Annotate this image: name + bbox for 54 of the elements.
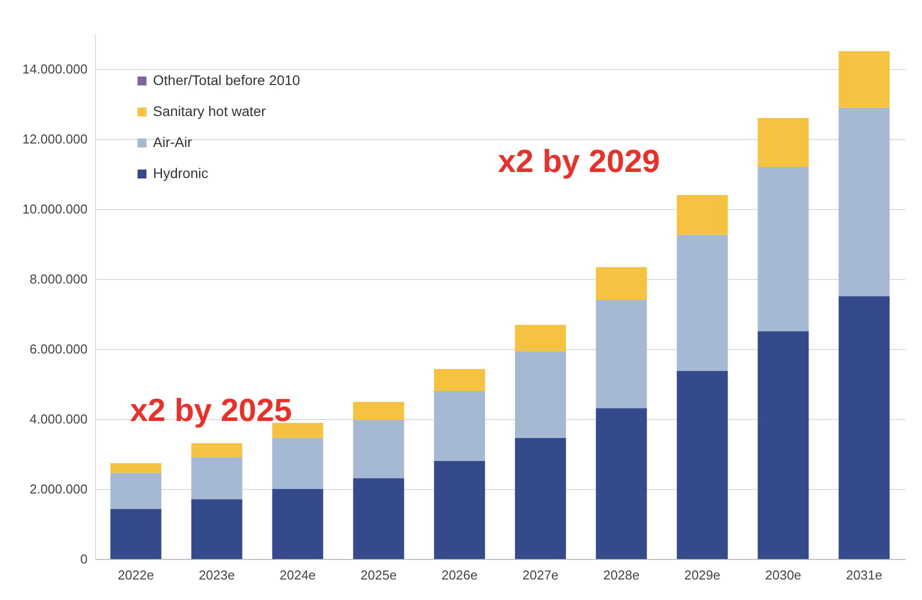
bar — [353, 402, 404, 420]
y-tick-label: 4.000.000 — [30, 412, 88, 426]
y-tick-label: 2.000.000 — [30, 482, 88, 496]
bar — [514, 351, 566, 438]
y-tick-label: 0 — [80, 552, 88, 566]
bar — [838, 296, 890, 559]
bar — [676, 195, 728, 235]
x-tick-label: 2031e — [846, 568, 882, 582]
bar — [596, 408, 647, 559]
x-tick-label: 2026e — [441, 568, 478, 582]
x-tick-label: 2023e — [198, 568, 235, 582]
bar — [596, 300, 647, 408]
x-tick-label: 2024e — [280, 568, 316, 582]
legend-label: Air-Air — [153, 134, 192, 150]
bar — [272, 422, 324, 438]
bar — [596, 267, 647, 300]
bar — [110, 472, 162, 509]
bar — [191, 457, 242, 500]
bar — [758, 118, 809, 167]
bar — [191, 499, 242, 559]
bar — [191, 443, 242, 458]
annotation: x2 by 2025 — [130, 392, 292, 429]
bar — [514, 438, 566, 559]
bar — [353, 420, 404, 478]
bar — [838, 108, 890, 296]
bar — [272, 489, 324, 559]
bar — [758, 167, 809, 332]
bar — [353, 478, 404, 559]
x-tick-label: 2025e — [360, 568, 397, 582]
bar — [434, 461, 486, 559]
y-tick-label: 10.000.000 — [22, 202, 88, 216]
x-tick-label: 2029e — [684, 568, 720, 582]
y-tick-label: 8.000.000 — [30, 272, 88, 286]
legend-label: Other/Total before 2010 — [153, 72, 300, 88]
bar — [676, 371, 728, 559]
bar — [838, 51, 890, 108]
annotation: x2 by 2029 — [498, 143, 660, 180]
legend-label: Sanitary hot water — [153, 103, 266, 119]
legend-label: Hydronic — [153, 165, 208, 181]
y-tick-label: 14.000.000 — [22, 62, 88, 76]
x-tick-label: 2027e — [522, 568, 559, 582]
bar — [272, 438, 324, 489]
bar — [110, 463, 162, 473]
bar — [758, 331, 809, 559]
bar — [514, 324, 566, 352]
bar — [434, 368, 486, 391]
y-tick-label: 6.000.000 — [30, 342, 88, 356]
x-tick-label: 2028e — [603, 568, 640, 582]
y-tick-label: 12.000.000 — [22, 132, 88, 146]
x-tick-label: 2030e — [765, 568, 802, 582]
bar — [434, 391, 486, 461]
x-tick-label: 2022e — [118, 568, 154, 582]
bar — [110, 508, 162, 559]
bar — [676, 234, 728, 372]
